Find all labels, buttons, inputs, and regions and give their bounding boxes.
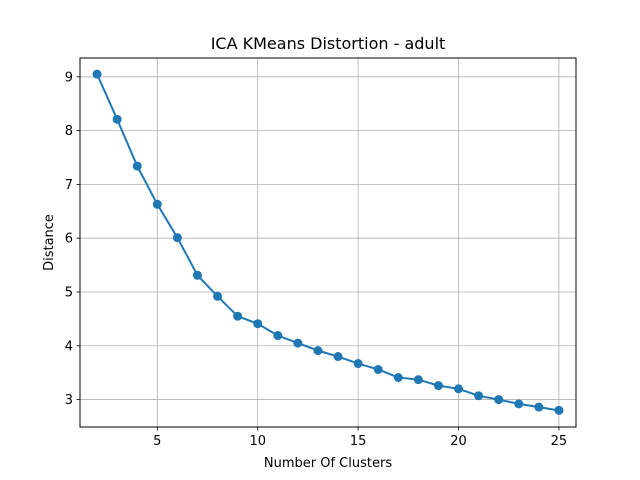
y-tick-label: 7	[65, 178, 73, 193]
data-point	[112, 114, 122, 124]
data-point	[132, 161, 142, 171]
data-point	[534, 402, 544, 412]
chart-title: ICA KMeans Distortion - adult	[211, 34, 446, 53]
data-point	[293, 338, 303, 348]
data-point	[474, 391, 484, 401]
data-point	[413, 375, 423, 385]
data-point	[233, 311, 243, 321]
data-point	[393, 373, 403, 383]
series-layer	[92, 69, 564, 415]
x-tick-label: 10	[249, 434, 266, 449]
x-axis: 5 10 15 20 25	[153, 427, 567, 449]
y-axis-label: Distance	[42, 214, 57, 271]
x-tick-label: 15	[350, 434, 367, 449]
grid	[80, 58, 576, 427]
x-tick-label: 25	[551, 434, 568, 449]
data-point	[373, 364, 383, 374]
x-tick-label: 20	[450, 434, 467, 449]
data-point	[514, 399, 524, 409]
plot-frame	[79, 57, 577, 428]
x-tick-label: 5	[153, 434, 161, 449]
data-point	[253, 319, 263, 329]
y-tick-label: 3	[65, 393, 73, 408]
data-point	[152, 199, 162, 209]
data-point	[454, 384, 464, 394]
y-tick-label: 5	[65, 285, 73, 300]
data-point	[494, 395, 504, 405]
data-point	[313, 346, 323, 356]
data-point	[433, 381, 443, 391]
data-point	[172, 233, 182, 243]
data-point	[353, 359, 363, 369]
data-point	[554, 405, 564, 415]
y-tick-label: 6	[65, 232, 73, 247]
data-point	[192, 270, 202, 280]
data-point	[213, 291, 223, 301]
y-tick-label: 4	[65, 339, 73, 354]
y-tick-label: 8	[65, 124, 73, 139]
data-point	[92, 69, 102, 79]
data-point	[333, 352, 343, 362]
y-tick-label: 9	[65, 70, 73, 85]
data-point	[273, 331, 283, 341]
x-axis-label: Number Of Clusters	[264, 456, 392, 471]
y-axis: 3 4 5 6 7 8 9	[65, 70, 80, 408]
